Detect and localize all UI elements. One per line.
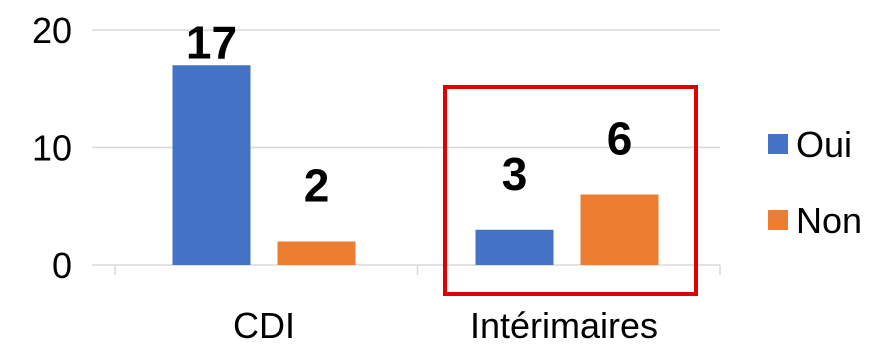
legend-label-non: Non [796,200,862,241]
highlight-box [443,85,698,296]
x-axis: CDI Intérimaires [114,265,721,345]
bar-non [277,241,356,265]
y-axis-tick-labels: 0 10 20 [32,10,72,286]
y-tick-label: 10 [32,128,72,169]
data-label: 3 [502,148,528,200]
bars: 17 2 3 6 [172,16,659,265]
data-label: 17 [186,16,237,68]
highlight-rectangle [443,85,698,296]
y-tick-label: 20 [32,10,72,51]
legend-label-oui: Oui [796,124,852,165]
x-category-label: Intérimaires [470,305,658,345]
legend: Oui Non [768,124,862,241]
bar-non [580,194,659,265]
data-label: 2 [304,160,330,212]
bar-oui [172,65,251,265]
data-label: 6 [607,113,633,165]
x-category-label: CDI [233,305,295,345]
y-tick-label: 0 [52,245,72,286]
legend-swatch-non [768,210,788,230]
legend-swatch-oui [768,134,788,154]
bar-oui [475,229,554,265]
